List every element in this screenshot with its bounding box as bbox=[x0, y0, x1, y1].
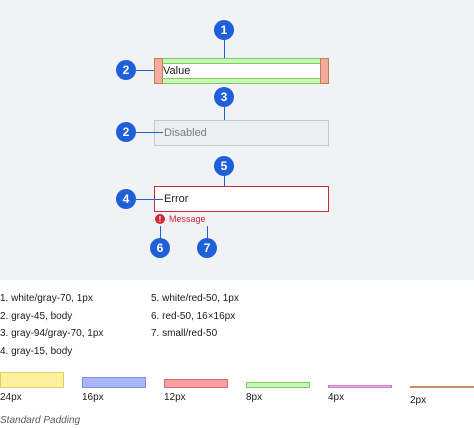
error-message: ! Message bbox=[155, 214, 206, 224]
connector-5 bbox=[224, 176, 225, 186]
connector-6 bbox=[160, 226, 161, 240]
padding-left-indicator bbox=[154, 58, 163, 84]
connector-7 bbox=[207, 226, 208, 240]
padding-label-8px: 8px bbox=[246, 392, 263, 403]
annotation-marker-6: 6 bbox=[150, 238, 170, 258]
annotation-marker-4: 4 bbox=[116, 189, 136, 209]
padding-bottom-indicator bbox=[154, 78, 329, 84]
footer-caption: Standard Padding bbox=[0, 415, 81, 426]
annotation-marker-7: 7 bbox=[197, 238, 217, 258]
legend-item-1: 1. white/gray-70, 1px bbox=[0, 293, 93, 304]
connector-2 bbox=[136, 70, 154, 71]
padding-swatch-4px bbox=[328, 385, 392, 388]
connector-4 bbox=[136, 199, 163, 200]
text-field-disabled: Disabled bbox=[154, 120, 329, 146]
annotation-marker-3: 3 bbox=[214, 87, 234, 107]
padding-right-indicator bbox=[320, 58, 329, 84]
connector-1 bbox=[224, 40, 225, 58]
annotation-marker-5: 5 bbox=[214, 156, 234, 176]
legend-left: 1. white/gray-70, 1px 2. gray-45, body 3… bbox=[0, 290, 103, 360]
legend-item-3: 3. gray-94/gray-70, 1px bbox=[0, 328, 104, 339]
disabled-field-label: Disabled bbox=[164, 127, 207, 139]
legend-item-7: 7. small/red-50 bbox=[151, 328, 218, 339]
legend-right: 5. white/red-50, 1px 6. red-50, 16×16px … bbox=[151, 290, 239, 343]
padding-swatch-8px bbox=[246, 382, 310, 388]
connector-3 bbox=[224, 107, 225, 120]
padding-swatch-12px bbox=[164, 379, 228, 388]
error-icon: ! bbox=[155, 214, 165, 224]
annotation-marker-1: 1 bbox=[214, 20, 234, 40]
legend-item-6: 6. red-50, 16×16px bbox=[151, 310, 236, 322]
padding-label-4px: 4px bbox=[328, 392, 345, 403]
padding-label-24px: 24px bbox=[0, 392, 22, 403]
text-field-error[interactable]: Error bbox=[154, 186, 329, 212]
padding-label-12px: 12px bbox=[164, 392, 186, 403]
error-field-value: Error bbox=[164, 193, 189, 205]
padding-swatch-2px bbox=[410, 386, 474, 388]
text-field-value: Value bbox=[163, 64, 320, 78]
legend-item-5: 5. white/red-50, 1px bbox=[151, 293, 239, 304]
legend-item-2: 2. gray-45, body bbox=[0, 310, 73, 322]
annotation-marker-2-disabled: 2 bbox=[116, 122, 136, 142]
padding-swatch-16px bbox=[82, 377, 146, 388]
annotation-marker-2: 2 bbox=[116, 60, 136, 80]
diagram-canvas: 1 Value 2 3 Disabled 2 5 Error 4 ! Messa… bbox=[0, 0, 474, 280]
padding-swatch-24px bbox=[0, 372, 64, 388]
legend-item-4: 4. gray-15, body bbox=[0, 345, 73, 357]
padding-label-2px: 2px bbox=[410, 395, 427, 406]
padding-label-16px: 16px bbox=[82, 392, 104, 403]
connector-2-disabled bbox=[136, 132, 163, 133]
error-message-text: Message bbox=[169, 214, 206, 224]
